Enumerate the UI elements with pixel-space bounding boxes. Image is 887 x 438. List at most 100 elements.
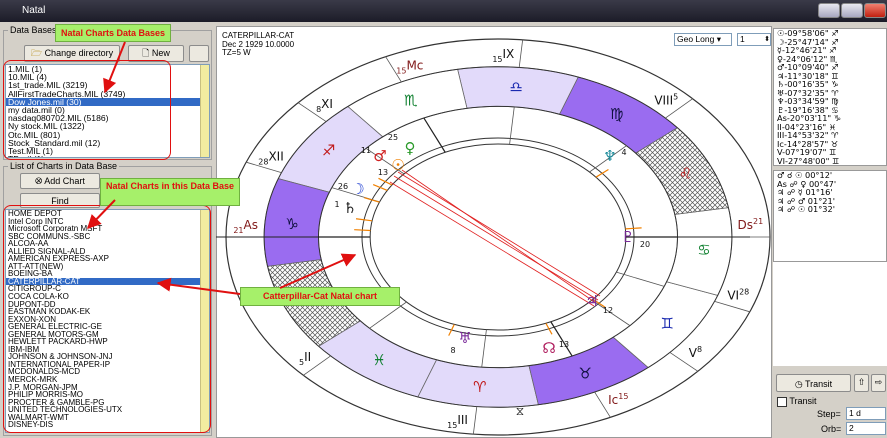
planet-tick [448, 324, 455, 336]
house-degree: 15 [618, 392, 628, 401]
database-item[interactable]: Dow Jones.mil (30) [6, 97, 209, 106]
house-degree: 15 [396, 66, 406, 75]
position-row: ♃-11°30'18" ♊ [777, 70, 839, 81]
chart-item[interactable]: SBC COMMUNS.-SBC [8, 231, 91, 241]
chart-item[interactable]: ALCOA-AA [8, 239, 49, 249]
aspect-line [397, 171, 601, 297]
position-row: III-14°53'32" ♈ [777, 130, 839, 140]
maximize-button[interactable] [841, 3, 863, 18]
aspect-row: ♃ ☍ ♂ 01°21' [777, 195, 835, 206]
right-button[interactable]: ⇨ [871, 374, 886, 392]
transit-checkbox[interactable]: Transit [777, 396, 817, 407]
chart-item[interactable]: J.P. MORGAN-JPM [8, 382, 78, 392]
chart-item[interactable]: INTERNATIONAL PAPER-IP [8, 359, 111, 369]
chart-item[interactable]: PROCTER & GAMBLE-PG [8, 397, 105, 407]
button-text: New [151, 48, 170, 58]
chart-item[interactable]: IBM-IBM [8, 344, 40, 354]
annotation: Natal Charts in this Data Base [100, 178, 240, 206]
zodiac-glyph: ♑ [285, 215, 298, 233]
chart-item[interactable]: HOME DEPOT [8, 209, 62, 218]
database-item[interactable]: 10.MIL (4) [8, 72, 47, 83]
house-degree: 15 [447, 421, 457, 430]
chart-item[interactable]: WALMART-WMT [8, 412, 69, 422]
change-directory-button[interactable]: 🗁 Change directory [24, 45, 120, 62]
chart-header: CATERPILLAR-CAT Dec 2 1929 10.0000 TZ=5 … [222, 31, 294, 58]
position-row: ☉-09°58'06" ♐ [777, 28, 839, 38]
database-item[interactable]: TP.mil (1) [6, 155, 209, 157]
minimize-button[interactable] [818, 3, 840, 18]
database-item[interactable]: 1st_trade.MIL (3219) [8, 80, 88, 91]
step-input[interactable]: 1 d [846, 407, 886, 420]
chart-item[interactable]: Microsoft Corporatn MSFT [8, 224, 103, 234]
chart-item[interactable]: BOEING-BA [8, 269, 53, 279]
house-cusp [369, 301, 407, 329]
house-name: V [689, 346, 698, 360]
aspect-row: ♂ ☌ ☉ 00°12' [777, 170, 833, 180]
house-cusp [297, 102, 327, 122]
house-label: 8XI [316, 97, 333, 114]
house-degree: 5 [673, 93, 678, 102]
database-item[interactable]: Otc.MIL (801) [8, 129, 61, 140]
new-button[interactable]: 🗋 New [128, 45, 184, 62]
chart-item[interactable]: DUPONT-DD [8, 299, 56, 309]
chart-list: HOME DEPOT Intel Corp INTC Microsoft Corpo… [5, 209, 210, 433]
chart-item[interactable]: GENERAL MOTORS-GM [8, 329, 99, 339]
planet-glyph: ♃ [585, 292, 598, 310]
chart-item[interactable]: MCDONALDS-MCD [8, 367, 80, 377]
house-name: IX [503, 47, 515, 61]
chart-item[interactable]: ATT-ATT(NEW) [8, 261, 64, 271]
house-name: III [457, 413, 468, 427]
planet-tick [364, 197, 380, 203]
chart-item[interactable]: DISNEY-DIS [8, 420, 54, 430]
chart-item[interactable]: JOHNSON & JOHNSON-JNJ [8, 352, 113, 362]
chart-item[interactable]: EASTMAN KODAK-EK [8, 307, 91, 317]
up-button[interactable]: ⇧ [854, 374, 869, 392]
planet-tick [355, 218, 373, 222]
orb-input[interactable]: 2 [846, 422, 886, 435]
database-item[interactable]: Test.MIL (1) [8, 145, 54, 156]
spin-box[interactable]: 1 ⬍ [737, 33, 771, 46]
chart-item[interactable]: GENERAL ELECTRIC-GE [8, 322, 102, 332]
chart-item[interactable]: PHILIP MORRIS-MO [8, 390, 83, 400]
database-item[interactable]: 1.MIL (1) [8, 64, 43, 74]
annotation: Natal Charts Data Bases [55, 24, 171, 42]
chart-item[interactable]: ALLIED SIGNAL-ALD [8, 246, 86, 256]
database-item[interactable]: Ny stock.MIL (1322) [8, 121, 85, 132]
database-item[interactable]: nasdaq080702.MIL (5186) [8, 113, 109, 124]
planet-degree: 8 [450, 346, 455, 355]
chart-item[interactable]: Intel Corp INTC [8, 216, 64, 226]
chart-item[interactable]: CATERPILLAR-CAT [6, 278, 209, 286]
positions-list: ☉-09°58'06" ♐ ☽-25°47'14" ♐ ☿-12°46'21" ♐ ♀… [773, 28, 887, 166]
database-item[interactable]: Stock_Standard.mil (12) [8, 137, 101, 148]
chart-item[interactable]: UNITED TECHNOLOGIES-UTX [8, 405, 123, 415]
planet-glyph: ♂ [373, 147, 386, 165]
house-cusp [423, 117, 446, 153]
chart-item[interactable]: EXXON-XON [8, 314, 57, 324]
house-cusp [246, 161, 282, 174]
zodiac-glyph: ♌ [679, 165, 692, 183]
tool-button[interactable] [189, 45, 209, 62]
position-row: ♅-07°32'35" ♈ [777, 87, 839, 98]
chart-item[interactable]: MERCK-MRK [8, 375, 58, 385]
position-row: ♇-19°16'38" ♋ [777, 104, 839, 115]
chart-item[interactable]: AMERICAN EXPRESS-AXP [8, 254, 109, 264]
databases-label: Data Bases [8, 25, 59, 35]
close-button[interactable] [864, 3, 886, 18]
chart-item[interactable]: HEWLETT PACKARD-HWP [8, 337, 108, 347]
database-item[interactable]: AllFirstTradeCharts.MIL (3749) [8, 88, 126, 99]
aspect-row: ♃ ☍ ☉ 01°32' [777, 204, 835, 214]
position-row: As-20°03'11" ♑ [777, 113, 842, 123]
transit-button[interactable]: ◷ Transit [776, 374, 851, 392]
chart-item[interactable]: CITIGROUP-C [8, 284, 61, 294]
aspect-row: As ☍ ♀ 00°47' [777, 178, 837, 189]
house-name: XI [321, 97, 333, 111]
house-name: As [244, 218, 258, 232]
geo-dropdown[interactable]: Geo Long ▾ [674, 33, 732, 46]
position-row: ♆-03°34'59" ♍ [777, 96, 839, 106]
database-item[interactable]: my data.mil (0) [8, 104, 65, 115]
zodiac-glyph: ♊ [661, 314, 674, 332]
add-chart-button[interactable]: ⭙ Add Chart [20, 173, 100, 189]
house-label: 5II [299, 350, 311, 367]
planet-tick [625, 227, 642, 230]
chart-item[interactable]: COCA COLA-KO [8, 292, 69, 302]
